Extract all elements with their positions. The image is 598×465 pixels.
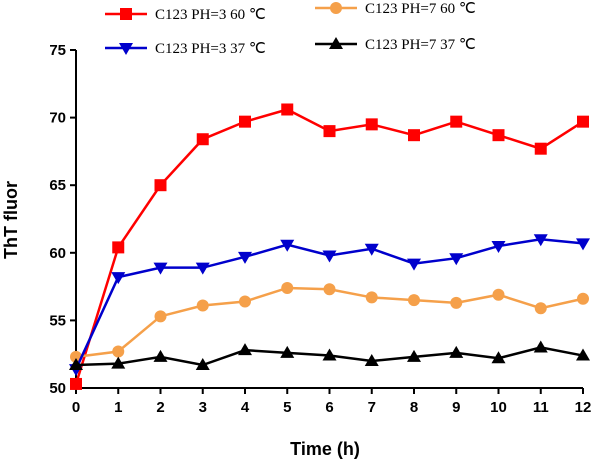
legend-marker [329, 37, 343, 49]
data-point [196, 133, 209, 146]
data-point [238, 343, 252, 356]
data-point [408, 129, 420, 142]
data-point [70, 377, 82, 390]
y-tick-label: 75 [49, 42, 66, 59]
data-point [153, 349, 168, 362]
x-axis-title: Time (h) [290, 439, 360, 459]
data-point [364, 243, 379, 256]
x-tick-label: 4 [241, 399, 250, 416]
data-point [364, 353, 379, 366]
data-point [239, 295, 251, 308]
legend-label: C123 PH=7 60 ℃ [365, 1, 476, 17]
x-tick-label: 11 [533, 399, 549, 416]
data-point [281, 103, 294, 116]
data-point [492, 129, 505, 142]
data-point [111, 356, 126, 369]
data-point [365, 291, 378, 304]
legend-item: C123 PH=7 37 ℃ [315, 37, 476, 53]
series-4 [69, 340, 590, 371]
legend-marker [330, 2, 342, 14]
data-point [534, 302, 547, 315]
data-point [365, 118, 378, 131]
y-tick-label: 55 [49, 312, 66, 329]
data-point [533, 340, 548, 353]
series-line [74, 108, 584, 385]
legend-item: C123 PH=3 60 ℃ [105, 7, 266, 23]
legend-label: C123 PH=3 37 ℃ [155, 41, 266, 57]
data-point [196, 299, 209, 312]
y-tick-label: 60 [49, 245, 66, 262]
x-tick-label: 7 [368, 399, 376, 416]
y-tick-label: 50 [49, 380, 66, 397]
x-tick-label: 5 [283, 399, 291, 416]
x-tick-label: 8 [410, 399, 418, 416]
x-tick-label: 0 [72, 399, 80, 416]
legend: C123 PH=3 60 ℃ C123 PH=7 60 ℃ C123 PH=3 37… [105, 1, 476, 57]
data-point [449, 253, 464, 266]
series-1 [70, 103, 589, 390]
data-point [534, 142, 547, 155]
series-line [75, 286, 584, 359]
x-tick-label: 9 [452, 399, 460, 416]
series-2 [70, 281, 589, 363]
data-point [449, 345, 464, 358]
legend-item: C123 PH=3 37 ℃ [105, 41, 266, 57]
data-point [111, 272, 126, 285]
x-tick-label: 12 [575, 399, 592, 416]
data-point [450, 296, 463, 309]
data-point [195, 262, 210, 275]
data-point [239, 115, 251, 128]
data-point [577, 292, 589, 305]
data-point [322, 348, 337, 361]
x-tick-label: 10 [490, 399, 507, 416]
data-point [407, 349, 421, 362]
y-tick-label: 70 [49, 110, 66, 127]
data-point [153, 262, 168, 275]
data-point [577, 115, 589, 128]
data-point [491, 351, 506, 364]
data-point [323, 125, 336, 138]
x-tick-label: 1 [114, 399, 122, 416]
data-point [112, 345, 125, 358]
data-point [69, 358, 83, 371]
y-tick-label: 65 [49, 177, 66, 194]
data-point [280, 239, 295, 252]
data-point [576, 348, 590, 361]
data-point [112, 241, 125, 254]
data-point [491, 241, 506, 254]
legend-marker [120, 8, 132, 20]
series-3 [69, 234, 590, 377]
legend-marker [119, 43, 133, 55]
data-point [238, 251, 252, 264]
data-point [450, 115, 463, 128]
legend-label: C123 PH=3 60 ℃ [155, 7, 266, 23]
y-axis-title: ThT fluor [1, 181, 21, 259]
data-point [492, 288, 505, 301]
data-point [407, 258, 421, 271]
data-point [154, 310, 167, 323]
data-point [280, 345, 295, 358]
legend-label: C123 PH=7 37 ℃ [365, 37, 476, 53]
data-point [576, 238, 590, 251]
x-tick-label: 3 [199, 399, 207, 416]
data-point [195, 358, 210, 371]
data-point [154, 179, 167, 192]
data-point [533, 234, 548, 247]
legend-item: C123 PH=7 60 ℃ [315, 1, 476, 17]
data-point [322, 250, 337, 263]
x-tick-label: 6 [325, 399, 333, 416]
data-point [281, 281, 294, 294]
plot-area [69, 103, 590, 390]
data-point [408, 294, 420, 307]
data-point [323, 283, 336, 296]
x-tick-label: 2 [156, 399, 164, 416]
